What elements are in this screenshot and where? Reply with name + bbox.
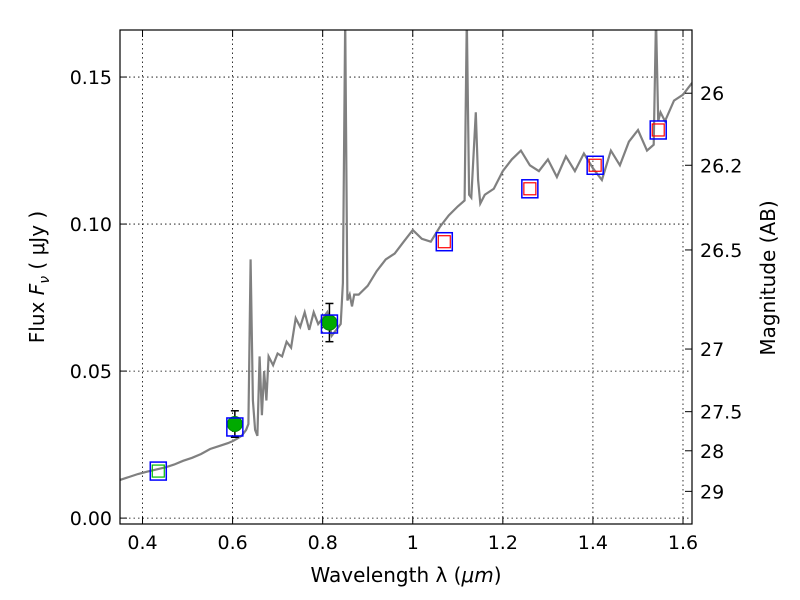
band-point-green-square: [151, 464, 165, 478]
y-tick-label: 0.10: [70, 214, 112, 236]
model-point-red-square: [437, 235, 451, 249]
x-tick-label: 0.4: [127, 532, 157, 554]
x-tick-label: 1.6: [668, 532, 698, 554]
band-point-blue-square: [149, 461, 168, 481]
model-point-red-square: [523, 182, 537, 196]
x-tick-label: 0.6: [217, 532, 247, 554]
band-point-blue-square: [649, 120, 667, 140]
observed-point: [321, 314, 338, 331]
y2-tick-label: 29: [700, 481, 724, 503]
x-tick-label: 1: [407, 532, 419, 554]
x-axis-title: Wavelength λ (μm): [310, 563, 501, 587]
y2-tick-label: 26.2: [700, 155, 742, 177]
y-axis-ticks: 0.00 0.05 0.10 0.15: [70, 67, 127, 530]
spectrum-series: [120, 30, 692, 481]
model-point-red-square: [588, 158, 602, 172]
observed-point: [226, 416, 243, 433]
y-tick-label: 0.05: [70, 361, 112, 383]
x-tick-label: 0.8: [308, 532, 338, 554]
spectrum-line: [120, 30, 692, 481]
band-point-blue-square: [320, 314, 339, 334]
y2-axis-ticks: 26 26.2 26.5 27 27.5 28 29: [685, 83, 742, 503]
x-tick-label: 1.4: [578, 532, 608, 554]
model-point-red-square: [651, 123, 665, 137]
x-axis-ticks: 0.4 0.6 0.8 1 1.2 1.4 1.6: [127, 30, 698, 554]
y2-tick-label: 27.5: [700, 402, 742, 424]
band-point-blue-square: [521, 179, 539, 199]
plot-frame: [119, 29, 693, 525]
photometry-points: [149, 120, 667, 481]
y2-tick-label: 27: [700, 339, 724, 361]
y-tick-label: 0.00: [70, 508, 112, 530]
grid-lines: [120, 30, 692, 524]
y2-tick-label: 26.5: [700, 240, 742, 262]
band-point-blue-square: [586, 155, 604, 176]
band-point-blue-square: [226, 417, 244, 437]
y2-axis-title: Magnitude (AB): [756, 200, 780, 355]
x-tick-label: 1.2: [488, 532, 518, 554]
y2-tick-label: 28: [700, 441, 724, 463]
y-tick-label: 0.15: [70, 67, 112, 89]
y2-tick-label: 26: [700, 83, 724, 105]
y-axis-title: Flux Fν ( μJy ): [25, 211, 53, 343]
band-point-blue-square: [435, 231, 454, 252]
